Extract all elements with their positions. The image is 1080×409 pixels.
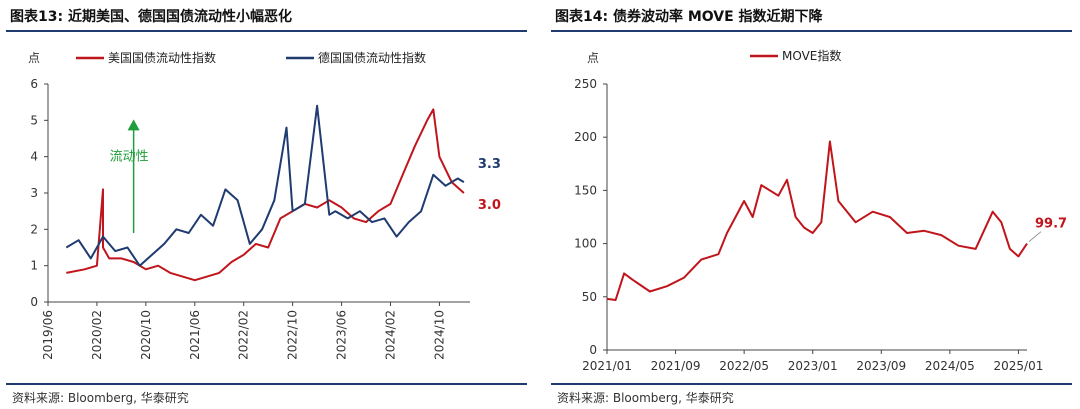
left-legend-label-2: 德国国债流动性指数 [318, 50, 426, 65]
left-x-tick-label: 2024/10 [432, 310, 446, 360]
right-y-tick-label: 250 [574, 77, 597, 91]
right-x-tick-label: 2021/09 [651, 359, 701, 373]
left-x-tick-label: 2022/02 [237, 310, 251, 360]
right-x-tick-label: 2024/05 [925, 359, 975, 373]
left-y-tick-label: 2 [30, 222, 38, 236]
left-chart-title: 图表13: 近期美国、德国国债流动性小幅恶化 [10, 9, 292, 25]
right-y-tick-label: 50 [582, 290, 597, 304]
left-x-tick-label: 2020/10 [139, 310, 153, 360]
right-end-label-leader [1028, 231, 1042, 242]
right-y-tick-label: 0 [589, 343, 597, 357]
left-y-tick-label: 3 [30, 186, 38, 200]
left-bottom-rule [6, 383, 527, 385]
left-legend-label-1: 美国国债流动性指数 [108, 50, 216, 65]
left-title-rule [6, 30, 527, 32]
left-y-tick-label: 6 [30, 77, 38, 91]
right-chart-panel: 图表14: 债券波动率 MOVE 指数近期下降 点 0 50 100 150 200 250… [545, 0, 1080, 409]
left-series-line-2 [65, 104, 465, 267]
right-x-tick-label: 2023/01 [788, 359, 838, 373]
right-y-tick-label: 100 [574, 237, 597, 251]
left-source-note: 资料来源: Bloomberg, 华泰研究 [12, 391, 189, 405]
left-end-label-2: 3.3 [478, 157, 501, 172]
left-series-line-1 [66, 108, 465, 282]
left-annotation-text: 流动性 [110, 149, 149, 164]
left-x-tick-label: 2020/02 [90, 310, 104, 360]
right-bottom-rule [551, 383, 1072, 385]
right-y-tick-label: 150 [574, 183, 597, 197]
right-x-tick-label: 2022/05 [719, 359, 769, 373]
right-end-label-1: 99.7 [1035, 217, 1067, 232]
right-y-axis-label: 点 [587, 51, 599, 65]
left-y-tick-label: 1 [30, 259, 38, 273]
right-legend-label-1: MOVE指数 [782, 48, 841, 63]
right-source-note: 资料来源: Bloomberg, 华泰研究 [557, 391, 734, 405]
right-x-tick-label: 2023/09 [856, 359, 906, 373]
left-y-tick-label: 5 [30, 113, 38, 127]
left-chart-panel: 图表13: 近期美国、德国国债流动性小幅恶化 点 0 1 2 3 4 5 6 2019/06 20… [0, 0, 535, 409]
right-title-rule [551, 30, 1072, 32]
right-series-line-1 [606, 140, 1028, 301]
left-annotation-arrow-head [127, 119, 140, 131]
left-y-axis-label: 点 [28, 51, 40, 65]
right-chart-svg: 点 0 50 100 150 200 250 2021/01 2021/09 2022/05 202… [574, 48, 1067, 373]
left-chart-svg: 点 0 1 2 3 4 5 6 2019/06 2020/02 2020/10 2021/06 2022… [28, 50, 501, 360]
left-x-tick-label: 2019/06 [41, 310, 55, 360]
left-x-tick-label: 2021/06 [188, 310, 202, 360]
right-x-tick-label: 2021/01 [582, 359, 632, 373]
right-x-tick-label: 2025/01 [993, 359, 1043, 373]
right-y-tick-label: 200 [574, 130, 597, 144]
left-end-label-1: 3.0 [478, 198, 501, 213]
left-y-tick-label: 0 [30, 295, 38, 309]
left-x-tick-label: 2023/06 [335, 310, 349, 360]
left-x-tick-label: 2024/02 [383, 310, 397, 360]
right-chart-title: 图表14: 债券波动率 MOVE 指数近期下降 [555, 9, 823, 25]
left-x-tick-label: 2022/10 [286, 310, 300, 360]
left-y-tick-label: 4 [30, 150, 38, 164]
